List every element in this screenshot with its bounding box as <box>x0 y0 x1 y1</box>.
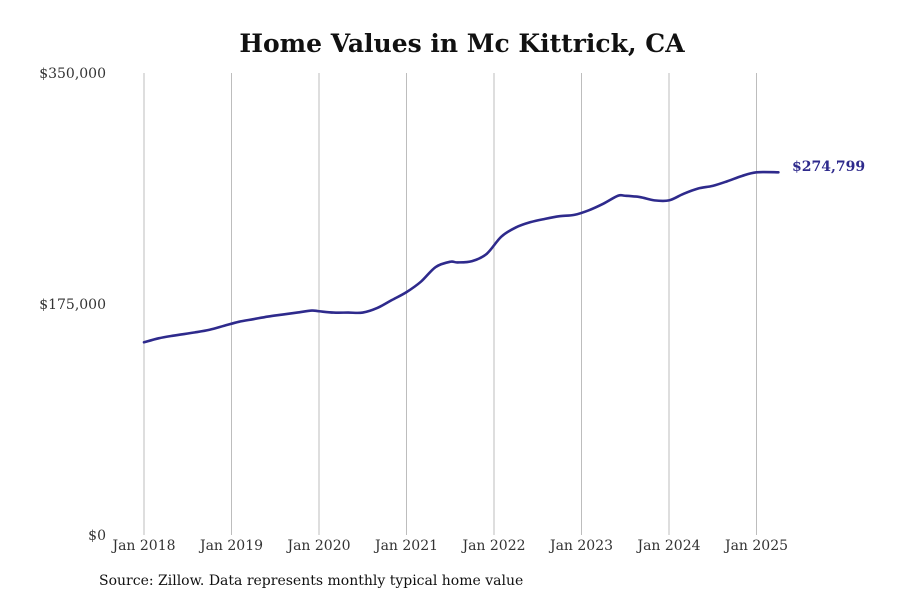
x-tick-label: Jan 2018 <box>110 538 175 554</box>
x-tick-label: Jan 2025 <box>723 538 788 554</box>
end-value-label: $274,799 <box>792 159 865 175</box>
x-tick-label: Jan 2023 <box>548 538 613 554</box>
chart-title: Home Values in Mc Kittrick, CA <box>239 29 685 58</box>
y-tick-label: $175,000 <box>39 297 106 313</box>
x-tick-label: Jan 2019 <box>198 538 263 554</box>
x-tick-label: Jan 2024 <box>635 538 700 554</box>
y-axis-tick-labels: $350,000 $175,000 $0 <box>39 66 106 544</box>
series-layer <box>142 170 780 344</box>
source-note: Source: Zillow. Data represents monthly … <box>99 573 524 589</box>
x-axis-tick-labels: Jan 2018 Jan 2019 Jan 2020 Jan 2021 Jan 2022… <box>110 538 788 554</box>
home-value-line <box>142 170 780 344</box>
y-tick-label: $0 <box>88 528 106 544</box>
y-tick-label: $350,000 <box>39 66 106 82</box>
x-tick-label: Jan 2020 <box>285 538 350 554</box>
vertical-gridlines <box>143 73 757 535</box>
x-tick-label: Jan 2021 <box>373 538 438 554</box>
x-tick-label: Jan 2022 <box>460 538 525 554</box>
